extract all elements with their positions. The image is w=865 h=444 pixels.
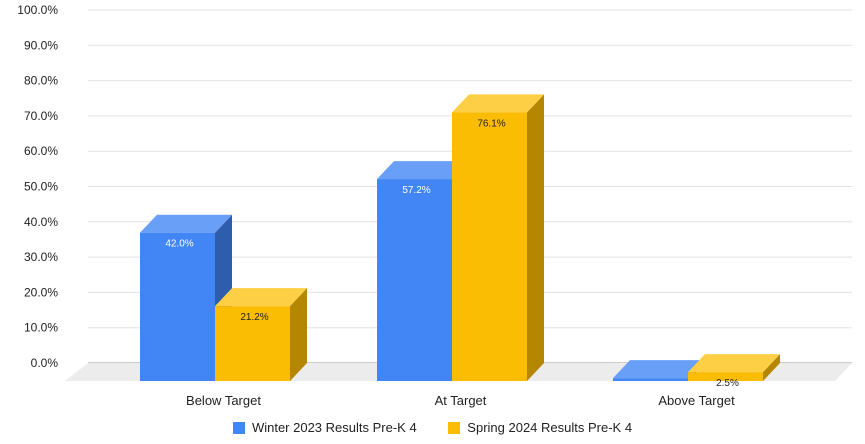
legend-swatch-winter (232, 421, 245, 434)
y-tick-label: 10.0% (24, 321, 58, 335)
y-tick-label: 60.0% (24, 144, 58, 158)
bar-top (688, 354, 780, 373)
bar-top (215, 288, 307, 307)
x-tick-label: Above Target (658, 393, 735, 408)
data-label: 42.0% (165, 239, 193, 250)
data-label: 2.5% (716, 378, 739, 389)
y-tick-label: 40.0% (24, 215, 58, 229)
bar-top (613, 360, 705, 379)
y-tick-label: 80.0% (24, 74, 58, 88)
x-tick-label: At Target (435, 393, 487, 408)
data-label: 0.8% (641, 384, 664, 395)
legend-item-winter: Winter 2023 Results Pre-K 4 (232, 420, 417, 435)
bar (140, 232, 215, 381)
data-label: 57.2% (402, 185, 430, 196)
y-tick-label: 30.0% (24, 250, 58, 264)
data-label: 21.2% (240, 312, 268, 323)
bar-side (763, 354, 780, 381)
bar-side (290, 288, 307, 381)
y-tick-label: 70.0% (24, 109, 58, 123)
y-tick-label: 90.0% (24, 38, 58, 52)
bar-top (377, 161, 469, 180)
bar (377, 179, 452, 381)
legend-label-winter: Winter 2023 Results Pre-K 4 (251, 420, 417, 435)
y-tick-label: 100.0% (17, 3, 58, 17)
bar (452, 112, 527, 381)
legend: Winter 2023 Results Pre-K 4 Spring 2024 … (0, 420, 865, 437)
y-tick-label: 50.0% (24, 180, 58, 194)
legend-label-spring: Spring 2024 Results Pre-K 4 (467, 420, 633, 435)
bar-top (140, 214, 232, 233)
legend-item-spring: Spring 2024 Results Pre-K 4 (448, 420, 632, 435)
bar (688, 372, 763, 381)
data-label: 76.1% (477, 118, 505, 129)
bar-side (527, 94, 544, 381)
y-tick-label: 20.0% (24, 285, 58, 299)
bar-chart-3d: 0.0% 10.0% 20.0% 30.0% 40.0% 50.0% 60.0% 70.0% 8… (17, 3, 852, 408)
bar (215, 306, 290, 381)
legend-swatch-spring (448, 421, 461, 434)
bar (613, 378, 688, 381)
x-tick-label: Below Target (186, 393, 261, 408)
y-tick-label: 0.0% (31, 356, 59, 370)
bar-top (452, 94, 544, 113)
